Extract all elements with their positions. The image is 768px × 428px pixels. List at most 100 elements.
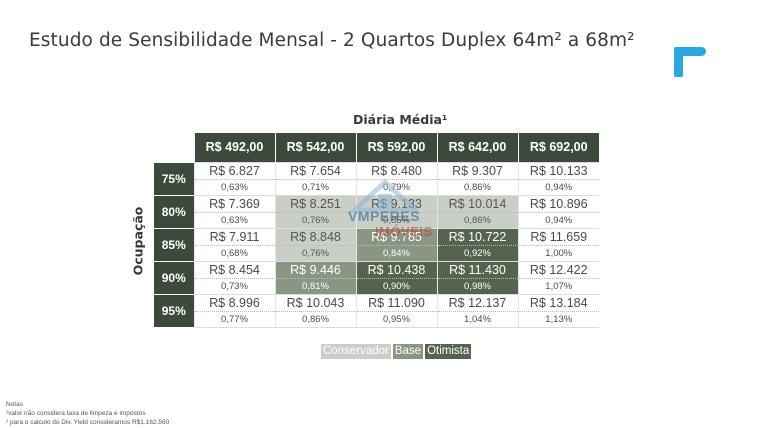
rent-value: R$ 8.454 xyxy=(194,262,275,279)
yield-value: 1,13% xyxy=(545,313,573,325)
column-header: R$ 592,00 xyxy=(355,133,437,162)
table-cell: R$ 11.430 0,98% xyxy=(436,260,518,294)
table-cell: R$ 10.438 0,90% xyxy=(355,260,437,294)
sensitivity-table: R$ 492,00 R$ 542,00 R$ 592,00 R$ 642,00 … xyxy=(154,133,599,328)
table-cell: R$ 8.996 0,77% xyxy=(193,293,275,328)
row-header: 75% xyxy=(154,161,194,195)
row-header: 95% xyxy=(154,293,194,327)
rent-value: R$ 9.785 xyxy=(356,229,437,246)
table-cell: R$ 11.659 1,00% xyxy=(517,227,599,261)
table-cell: R$ 8.480 0,79% xyxy=(355,161,437,195)
rent-value: R$ 10.043 xyxy=(275,295,356,312)
rent-value: R$ 8.251 xyxy=(275,196,356,213)
column-axis-label: Diária Média¹ xyxy=(353,112,448,127)
row-header: 80% xyxy=(154,194,194,228)
table-row: 85% R$ 7.911 0,68% R$ 8.848 0,76% R$ 9.785… xyxy=(154,227,599,261)
rent-value: R$ 11.090 xyxy=(356,295,437,312)
yield-value: 0,77% xyxy=(221,313,248,325)
yield-value: 0,92% xyxy=(464,247,491,259)
column-header: R$ 692,00 xyxy=(517,133,599,162)
yield-value: 0,63% xyxy=(221,181,248,193)
legend-base: Base xyxy=(392,344,424,359)
notes-heading: Notas xyxy=(6,401,23,408)
yield-value: 0,86% xyxy=(464,181,491,193)
rent-value: R$ 9.133 xyxy=(356,196,437,213)
column-header: R$ 642,00 xyxy=(436,133,518,162)
table-cell: R$ 7.911 0,68% xyxy=(193,227,275,261)
yield-value: 0,71% xyxy=(302,181,329,193)
yield-value: 0,68% xyxy=(221,247,248,259)
row-header: 90% xyxy=(154,260,194,294)
table-row: 95% R$ 8.996 0,77% R$ 10.043 0,86% R$ 11.0… xyxy=(154,293,599,328)
yield-value: 0,86% xyxy=(302,313,329,325)
rent-value: R$ 11.430 xyxy=(437,262,518,279)
table-cell: R$ 9.307 0,86% xyxy=(436,161,518,195)
rent-value: R$ 8.848 xyxy=(275,229,356,246)
rent-value: R$ 7.369 xyxy=(194,196,275,213)
rent-value: R$ 10.438 xyxy=(356,262,437,279)
rent-value: R$ 12.137 xyxy=(437,295,518,312)
yield-value: 0,86% xyxy=(464,214,491,226)
rent-value: R$ 7.654 xyxy=(275,163,356,180)
table-cell: R$ 7.654 0,71% xyxy=(274,161,356,195)
rent-value: R$ 9.307 xyxy=(437,163,518,180)
row-axis-header: Ocupação xyxy=(128,203,148,279)
table-cell: R$ 11.090 0,95% xyxy=(355,293,437,328)
footnotes: Notas ¹valor não considera taxa de limpe… xyxy=(6,400,169,427)
table-cell: R$ 10.722 0,92% xyxy=(436,227,518,261)
yield-value: 0,84% xyxy=(383,247,410,259)
yield-value: 0,85% xyxy=(383,214,410,226)
yield-value: 0,76% xyxy=(302,247,329,259)
table-cell: R$ 10.133 0,94% xyxy=(517,161,599,195)
legend-otimista: Otimista xyxy=(425,344,472,359)
table-cell: R$ 13.184 1,13% xyxy=(517,293,599,328)
table-cell: R$ 8.454 0,73% xyxy=(193,260,275,294)
table-cell: R$ 8.251 0,76% xyxy=(274,194,356,228)
rent-value: R$ 9.446 xyxy=(275,262,356,279)
table-cell: R$ 9.133 0,85% xyxy=(355,194,437,228)
rent-value: R$ 10.722 xyxy=(437,229,518,246)
table-cell: R$ 8.848 0,76% xyxy=(274,227,356,261)
yield-value: 0,79% xyxy=(383,181,410,193)
table-cell: R$ 7.369 0,63% xyxy=(193,194,275,228)
row-axis-label: Ocupação xyxy=(130,206,146,276)
page-title: Estudo de Sensibilidade Mensal - 2 Quart… xyxy=(29,30,635,51)
table-row: 80% R$ 7.369 0,63% R$ 8.251 0,76% R$ 9.133… xyxy=(154,194,599,228)
rent-value: R$ 10.014 xyxy=(437,196,518,213)
yield-value: 1,04% xyxy=(464,313,491,325)
table-cell: R$ 9.446 0,81% xyxy=(274,260,356,294)
yield-value: 0,94% xyxy=(545,214,573,226)
table-cell: R$ 6.827 0,63% xyxy=(193,161,275,195)
yield-value: 0,76% xyxy=(302,214,329,226)
column-header: R$ 492,00 xyxy=(193,133,275,162)
yield-value: 0,73% xyxy=(221,280,248,292)
table-cell: R$ 12.137 1,04% xyxy=(436,293,518,328)
table-cell: R$ 10.896 0,94% xyxy=(517,194,599,228)
yield-value: 1,07% xyxy=(545,280,573,292)
rent-value: R$ 7.911 xyxy=(194,229,275,246)
brand-logo-icon xyxy=(674,47,706,77)
rent-value: R$ 11.659 xyxy=(518,229,599,246)
rent-value: R$ 8.480 xyxy=(356,163,437,180)
table-cell: R$ 12.422 1,07% xyxy=(517,260,599,294)
rent-value: R$ 10.896 xyxy=(518,196,599,213)
legend-conservador: Conservador xyxy=(321,344,391,359)
note-1: ¹valor não considera taxa de limpeza e i… xyxy=(6,410,146,417)
yield-value: 0,90% xyxy=(383,280,410,292)
rent-value: R$ 8.996 xyxy=(194,295,275,312)
rent-value: R$ 10.133 xyxy=(518,163,599,180)
table-cell: R$ 10.043 0,86% xyxy=(274,293,356,328)
rent-value: R$ 6.827 xyxy=(194,163,275,180)
table-cell: R$ 10.014 0,86% xyxy=(436,194,518,228)
row-header: 85% xyxy=(154,227,194,261)
rent-value: R$ 13.184 xyxy=(518,295,599,312)
table-row: 90% R$ 8.454 0,73% R$ 9.446 0,81% R$ 10.43… xyxy=(154,260,599,294)
rent-value: R$ 12.422 xyxy=(518,262,599,279)
yield-value: 0,95% xyxy=(383,313,410,325)
scenario-legend: Conservador Base Otimista xyxy=(321,344,472,359)
yield-value: 0,98% xyxy=(464,280,491,292)
yield-value: 0,63% xyxy=(221,214,248,226)
yield-value: 1,00% xyxy=(545,247,573,259)
yield-value: 0,94% xyxy=(545,181,573,193)
table-corner xyxy=(154,133,194,162)
